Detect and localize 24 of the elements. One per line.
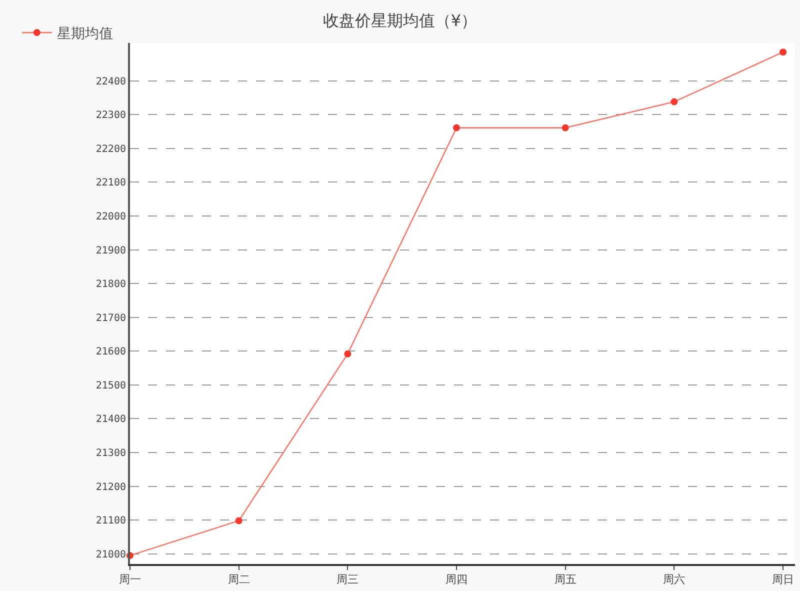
x-tick-label: 周五 (554, 572, 576, 586)
chart-title: 收盘价星期均值（¥） (322, 10, 478, 30)
y-tick-label: 22400 (96, 76, 126, 88)
x-tick-label: 周三 (336, 572, 359, 586)
y-tick-label: 21400 (96, 414, 126, 426)
y-tick-label: 21100 (96, 516, 126, 527)
y-tick-label: 22000 (96, 211, 126, 222)
y-tick-label: 21900 (96, 245, 126, 256)
y-tick-label: 21000 (96, 549, 126, 560)
y-tick-label: 22300 (96, 110, 126, 122)
y-tick-label: 21800 (96, 279, 126, 290)
y-tick-label: 21300 (96, 448, 126, 459)
x-tick-label: 周一 (119, 572, 141, 586)
y-tick-label: 22100 (96, 178, 126, 189)
x-tick-label: 周六 (663, 572, 686, 586)
x-tick-label: 周四 (446, 572, 468, 586)
y-tick-label: 21500 (96, 380, 126, 392)
y-tick-label: 22200 (96, 144, 126, 155)
legend-label: 星期均值 (56, 26, 113, 42)
x-tick-label: 周日 (772, 572, 794, 586)
x-tick-label: 周二 (228, 572, 250, 586)
y-tick-label: 21200 (96, 482, 126, 493)
y-tick-label: 21700 (96, 312, 126, 324)
y-tick-label: 21600 (96, 346, 126, 358)
